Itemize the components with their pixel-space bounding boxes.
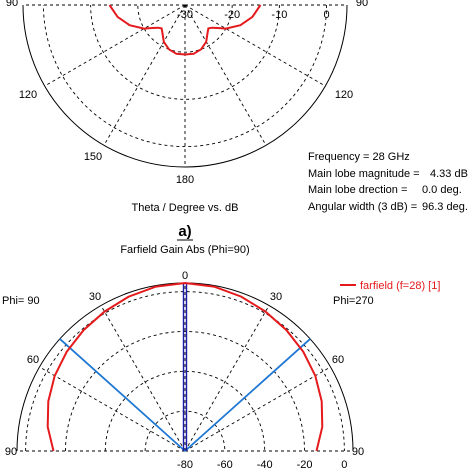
panel-a-angle-tick-right-90: 90	[356, 0, 368, 9]
panel-b-radial-tick-1: -60	[217, 459, 233, 471]
panel-b-angle-tick-right-60: 60	[332, 354, 344, 366]
panel-b-angle-tick-right-30: 30	[270, 291, 282, 303]
panel-b-spoke-30	[184, 305, 270, 452]
panel-b-angle-tick-left-60: 60	[27, 354, 39, 366]
panel-b-plot: Farfield Gain Abs (Phi=90) -80 -60 -40 -20 0…	[2, 244, 374, 471]
panel-b-ring-1	[144, 410, 226, 452]
panel-b-gain-curve	[46, 281, 324, 452]
panel-b-angle-tick-left-90: 90	[5, 446, 17, 458]
info-line-4-value: 96.3 deg.	[422, 201, 468, 213]
panel-a-angle-tick-left-150: 150	[84, 151, 102, 163]
panel-b-spoke--30	[100, 305, 186, 452]
panel-a-gain-curve	[108, 4, 262, 56]
panel-b-radial-tick-3: -20	[297, 459, 313, 471]
panel-b-right-caption: Phi=270	[333, 295, 374, 307]
panel-b-left-caption: Phi= 90	[2, 295, 40, 307]
panel-a-info: Frequency = 28 GHz Main lobe magnitude =…	[308, 151, 468, 213]
info-line-2-label: Main lobe magnitude =	[308, 168, 420, 180]
panel-a-spoke-240	[44, 4, 186, 87]
panel-b-ring-2	[104, 370, 266, 452]
legend-label: farfield (f=28) [1]	[360, 280, 440, 292]
panel-b-spoke-60	[184, 366, 331, 452]
panel-b-beamwidth-line-0	[59, 338, 186, 452]
panel-a-radial-ticks: -30 -20 -10 0	[177, 9, 330, 21]
panel-b-title: Farfield Gain Abs (Phi=90)	[120, 244, 249, 256]
panel-b-radial-tick-0: -80	[177, 459, 193, 471]
panel-a-radial-tick-3: 0	[324, 9, 330, 21]
panel-a-radial-tick-2: -10	[271, 9, 287, 21]
panel-a-spoke-150	[184, 4, 267, 146]
panel-b-reference-lines	[59, 283, 311, 452]
panel-a-outer-ring	[22, 4, 348, 168]
panel-a-angle-tick-180: 180	[176, 174, 194, 186]
panel-a-radial-tick-0: -30	[177, 9, 193, 21]
panel-b-radial-tick-4: 0	[341, 459, 347, 471]
panel-a-grid	[22, 4, 348, 168]
panel-b-ring-3	[65, 331, 305, 452]
panel-a-angle-tick-right-120: 120	[335, 89, 353, 101]
panel-a-spoke-120	[184, 4, 326, 87]
panel-a-spoke-210	[103, 4, 186, 146]
info-line-3-value: 0.0 deg.	[422, 184, 462, 196]
info-line-3-label: Main lobe drection =	[308, 184, 407, 196]
info-line-4-label: Angular width (3 dB) =	[308, 201, 417, 213]
panel-b-angle-tick-right-90: 90	[352, 446, 364, 458]
panel-a-radial-tick-1: -20	[224, 9, 240, 21]
panel-b-angle-tick-left-30: 30	[89, 291, 101, 303]
panel-b-spoke--60	[39, 366, 186, 452]
panel-b-radial-ticks: -80 -60 -40 -20 0	[177, 459, 347, 471]
info-line-2-value: 4.33 dB	[430, 168, 468, 180]
panel-b-radial-tick-2: -40	[257, 459, 273, 471]
panel-a-plot: -30 -20 -10 0 90 120 150 180 120 90 Theta /…	[6, 0, 368, 241]
info-line-1-label: Frequency = 28 GHz	[308, 151, 410, 163]
panel-a-x-axis-label: Theta / Degree vs. dB	[132, 202, 239, 214]
panel-b-legend: farfield (f=28) [1]	[340, 280, 440, 292]
panel-a-angle-tick-left-90: 90	[6, 0, 18, 9]
panel-b-beamwidth-line-1	[184, 338, 311, 452]
panel-b-angle-tick-0: 0	[182, 270, 188, 282]
panel-a-ring-1	[137, 4, 233, 53]
panel-a-angle-tick-left-120: 120	[19, 89, 37, 101]
panel-a-ring-3	[42, 4, 328, 147]
panel-a-ring-2	[90, 4, 280, 100]
panel-a-label: a)	[178, 223, 191, 240]
panel-b-grid	[16, 282, 354, 452]
